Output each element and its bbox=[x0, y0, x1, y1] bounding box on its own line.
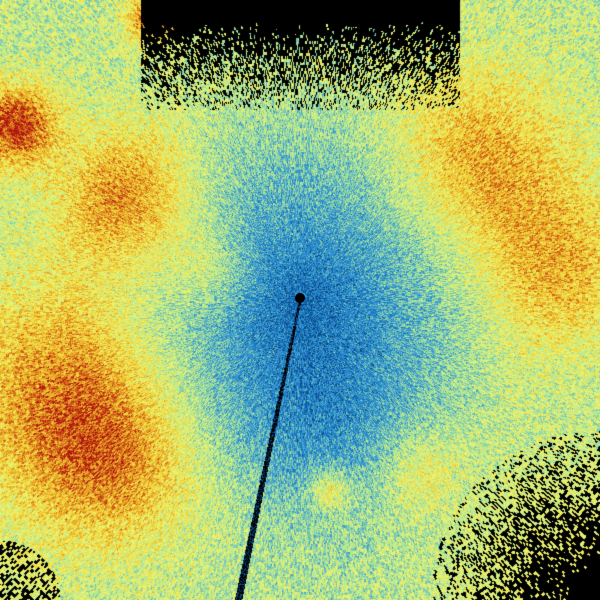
radar-site-marker bbox=[295, 293, 305, 303]
